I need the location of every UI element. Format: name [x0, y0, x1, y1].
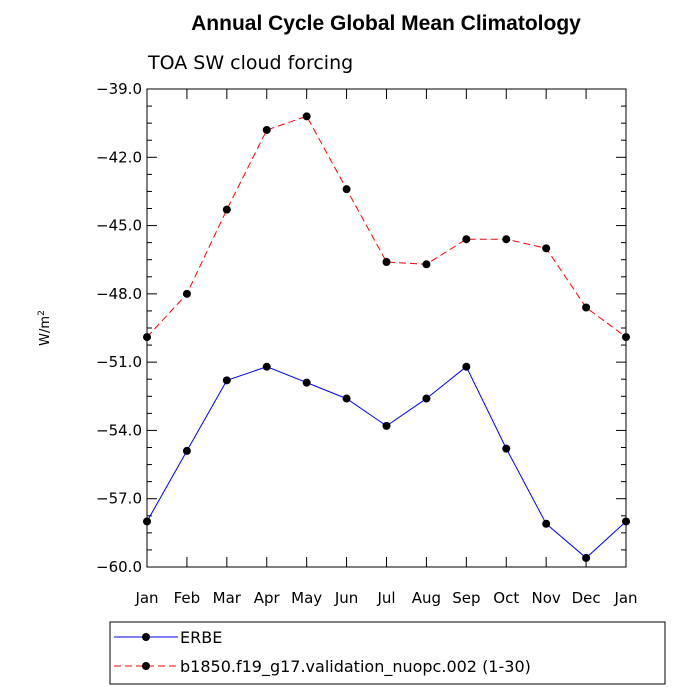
series-0-point — [342, 394, 351, 403]
y-tick-label: −48.0 — [96, 285, 142, 303]
x-tick-label: May — [291, 589, 322, 607]
series-0-point — [542, 519, 551, 528]
y-tick-label: −60.0 — [96, 558, 142, 576]
series-0-point — [262, 362, 271, 371]
axis-ticks: −39.0 −42.0 −45.0 −48.0 −51.0 −54.0 −57.0 −60.0… — [96, 80, 638, 607]
series-1-point — [462, 235, 471, 244]
x-tick-label: Jan — [613, 589, 637, 607]
x-tick-label: Jan — [134, 589, 158, 607]
series-1-point — [143, 333, 151, 342]
series-0-point — [622, 517, 630, 526]
x-tick-label: Jun — [334, 589, 358, 607]
series-0-point — [422, 394, 431, 403]
series-0-point — [462, 362, 471, 371]
series-0-point — [502, 444, 511, 453]
series-1-point — [502, 235, 511, 244]
chart-title: Annual Cycle Global Mean Climatology — [191, 12, 581, 35]
series-0-point — [143, 517, 151, 526]
x-tick-label: Dec — [572, 589, 601, 607]
y-tick-label: −42.0 — [96, 148, 142, 166]
series-1-point — [222, 205, 231, 214]
x-tick-label: Apr — [254, 589, 281, 607]
y-axis-label: W/m2 — [37, 310, 53, 346]
series-1-point — [262, 125, 271, 134]
series-line-1 — [146, 115, 627, 338]
series-0-point — [582, 553, 591, 562]
series-1-point — [542, 244, 551, 253]
legend-marker-1 — [142, 662, 150, 670]
series-1-point — [342, 185, 351, 194]
y-tick-label: −39.0 — [96, 80, 142, 98]
y-tick-label: −45.0 — [96, 217, 142, 235]
series-0-point — [382, 421, 391, 430]
legend-label-0: ERBE — [180, 628, 222, 647]
plot-frame — [146, 88, 627, 568]
legend-label-1: b1850.f19_g17.validation_nuopc.002 (1-30… — [180, 657, 531, 677]
y-axis-label-text: W/m — [38, 316, 53, 346]
series-0-point — [182, 446, 191, 455]
y-tick-label: −51.0 — [96, 353, 142, 371]
series-0-point — [222, 376, 231, 385]
series-layer — [143, 112, 630, 562]
x-tick-label: Oct — [493, 589, 519, 607]
series-1-point — [582, 303, 591, 312]
x-tick-label: Aug — [412, 589, 441, 607]
series-1-point — [302, 112, 311, 121]
legend-marker-0 — [142, 633, 150, 641]
x-tick-label: Sep — [452, 589, 480, 607]
y-tick-label: −54.0 — [96, 421, 142, 439]
x-tick-label: Jul — [376, 589, 395, 607]
legend: ERBE b1850.f19_g17.validation_nuopc.002 (… — [109, 621, 666, 685]
y-tick-label: −57.0 — [96, 490, 142, 508]
series-1-point — [422, 260, 431, 269]
x-tick-label: Mar — [213, 589, 242, 607]
x-tick-label: Nov — [532, 589, 561, 607]
series-1-point — [622, 333, 630, 342]
series-1-point — [182, 289, 191, 298]
series-1-point — [382, 257, 391, 266]
series-line-0 — [146, 365, 627, 559]
y-axis-label-superscript: 2 — [37, 310, 47, 316]
legend-box — [109, 621, 666, 685]
x-tick-label: Feb — [174, 589, 201, 607]
series-0-point — [302, 378, 311, 387]
chart-subtitle: TOA SW cloud forcing — [147, 52, 353, 74]
